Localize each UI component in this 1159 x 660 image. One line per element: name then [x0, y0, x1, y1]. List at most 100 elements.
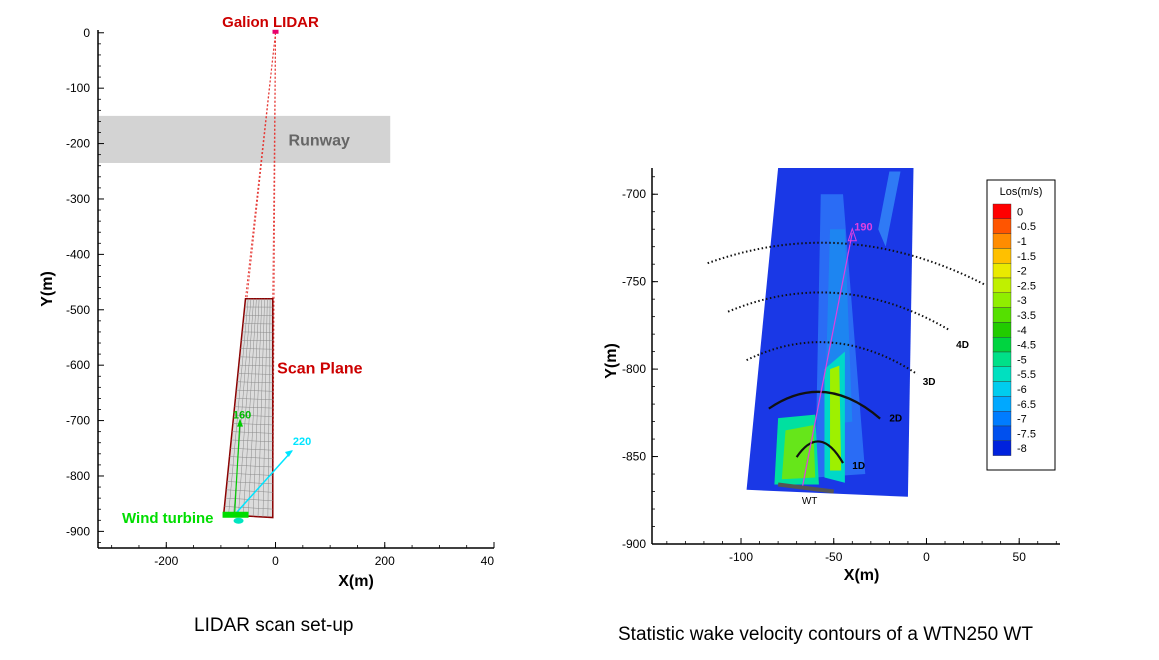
beam-160-arrowhead — [237, 418, 244, 427]
x-axis-title: X(m) — [844, 567, 880, 584]
turbine-label: WT — [802, 496, 818, 507]
scan-mesh-line — [228, 298, 249, 516]
legend-swatch — [992, 203, 1012, 220]
x-tick-label: 0 — [923, 550, 930, 564]
legend-swatch — [992, 322, 1012, 338]
legend-swatch — [992, 381, 1012, 397]
y-tick-label: -900 — [622, 537, 646, 551]
y-tick-label: -600 — [66, 358, 90, 372]
right-figure-caption: Statistic wake velocity contours of a WT… — [618, 624, 1033, 645]
y-axis-title: Y(m) — [603, 343, 620, 379]
scan-mesh-line — [238, 298, 254, 516]
legend-swatch — [992, 233, 1012, 249]
turbine-wake-mark — [233, 517, 244, 524]
distance-arc — [727, 291, 950, 331]
y-tick-label: -800 — [66, 469, 90, 483]
distance-arc — [746, 341, 918, 375]
x-tick-label: -100 — [729, 550, 753, 564]
legend-swatch — [992, 411, 1012, 427]
arc-label: 1D — [852, 461, 865, 472]
legend-label: -8 — [1017, 443, 1027, 455]
legend-swatch — [992, 336, 1012, 353]
runway-band — [99, 115, 391, 163]
y-tick-label: -200 — [66, 137, 90, 151]
distance-arc — [768, 390, 881, 420]
scan-plane-label: Scan Plane — [277, 360, 362, 377]
beam-190-line — [801, 232, 853, 489]
y-tick-label: -100 — [66, 81, 90, 95]
arc-label: 4D — [956, 340, 969, 351]
scan-mesh-line — [267, 298, 271, 518]
x-tick-label: 200 — [375, 554, 395, 568]
y-axis-title: Y(m) — [39, 271, 56, 307]
x-axis-title: X(m) — [338, 573, 374, 590]
scan-plane — [222, 297, 274, 519]
left-figure-caption: LIDAR scan set-up — [194, 615, 354, 636]
runway-label: Runway — [289, 132, 350, 149]
y-tick-label: -750 — [622, 275, 646, 289]
y-tick-label: 0 — [83, 26, 90, 40]
beam-220-label: 220 — [293, 436, 311, 448]
lidar-setup-chart: Runway 0 -100 -200 -300 -400 -500 -600 -700 -800 -… — [0, 0, 520, 600]
legend-label: -1 — [1017, 236, 1027, 248]
legend-label: -7.5 — [1017, 428, 1036, 440]
beam-190-arrowhead — [847, 227, 857, 242]
beam-guide-line — [244, 32, 277, 299]
wake-contour-svg: 1D2D3D4D5D190WT-700-750-800-850-900-100-… — [603, 168, 1060, 584]
legend-label: 0 — [1017, 206, 1023, 218]
wake-core-yellowgreen — [830, 365, 842, 471]
legend-label: -4 — [1017, 325, 1027, 337]
legend-swatch — [992, 262, 1012, 279]
scan-mesh-line — [257, 298, 265, 517]
wake-contour-chart: 1D2D3D4D5D190WT-700-750-800-850-900-100-… — [590, 150, 1159, 590]
legend-swatch — [992, 440, 1012, 456]
lidar-setup-svg: Runway 0 -100 -200 -300 -400 -500 -600 -700 -800 -… — [39, 14, 495, 590]
legend-swatch — [992, 307, 1012, 323]
beam-guide-line — [272, 32, 277, 518]
x-tick-label: -50 — [825, 550, 843, 564]
legend-swatch — [992, 218, 1012, 234]
y-tick-label: -900 — [66, 524, 90, 538]
legend-swatch — [992, 248, 1012, 264]
y-tick-label: -700 — [622, 187, 646, 201]
legend-swatch — [992, 396, 1012, 412]
legend-label: -5.5 — [1017, 369, 1036, 381]
legend-label: -7 — [1017, 414, 1027, 426]
scan-mesh-line — [262, 298, 268, 517]
turbine-marker — [222, 511, 249, 518]
legend-label: -5 — [1017, 354, 1027, 366]
legend-label: -3 — [1017, 295, 1027, 307]
wake-core-green — [781, 425, 816, 480]
x-tick-label: 0 — [272, 554, 279, 568]
legend-swatch — [992, 425, 1012, 442]
turbine-marker — [777, 482, 834, 494]
scan-mesh-line — [243, 298, 257, 516]
beam-160-label: 160 — [233, 410, 251, 422]
y-tick-label: -300 — [66, 192, 90, 206]
wind-turbine-label: Wind turbine — [122, 510, 214, 527]
legend-label: -6.5 — [1017, 399, 1036, 411]
beam-220-line — [233, 450, 293, 516]
legend-label: -3.5 — [1017, 310, 1036, 322]
legend-swatch — [992, 351, 1012, 368]
distance-arc — [707, 241, 987, 287]
scan-mesh-line — [252, 298, 263, 517]
beam-220-arrowhead — [284, 450, 293, 458]
legend-label: -0.5 — [1017, 221, 1036, 233]
y-tick-label: -500 — [66, 303, 90, 317]
x-tick-label: 50 — [1013, 550, 1027, 564]
scan-mesh-line — [247, 298, 260, 517]
lidar-marker — [272, 29, 279, 34]
wake-streak-top — [878, 171, 901, 247]
legend-swatch — [992, 366, 1012, 382]
x-tick-label: 40 — [481, 554, 495, 568]
y-tick-label: -800 — [622, 362, 646, 376]
arc-label: 3D — [923, 377, 936, 388]
arc-label: 2D — [889, 414, 902, 425]
legend-label: -4.5 — [1017, 340, 1036, 352]
x-tick-label: -200 — [154, 554, 178, 568]
legend-title: Los(m/s) — [1000, 186, 1043, 198]
beam-190-label: 190 — [854, 222, 872, 234]
legend-label: -1.5 — [1017, 251, 1036, 263]
beam-160-line — [233, 420, 241, 515]
